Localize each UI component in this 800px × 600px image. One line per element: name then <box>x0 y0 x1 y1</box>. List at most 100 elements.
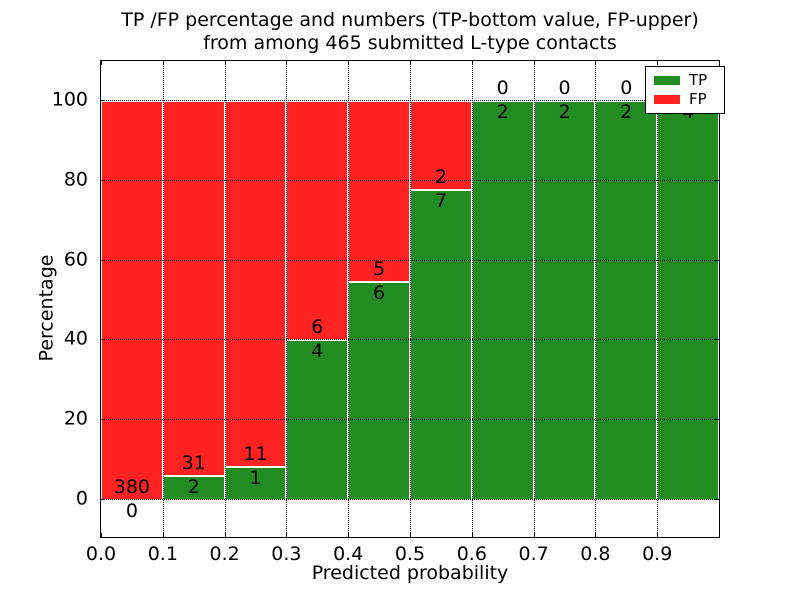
x-tick-mark <box>410 61 411 65</box>
fp-count-label: 31 <box>181 451 206 474</box>
y-tick-label: 60 <box>63 248 88 271</box>
vertical-gridline <box>410 61 411 537</box>
chart-title-line2: from among 465 submitted L-type contacts <box>203 32 617 54</box>
vertical-gridline <box>471 61 473 537</box>
x-tick-label: 0.5 <box>394 543 426 565</box>
tp-count-label: 2 <box>187 475 200 498</box>
tp-count-label: 1 <box>249 466 262 489</box>
fp-swatch-icon <box>654 95 680 104</box>
horizontal-gridline <box>101 499 719 500</box>
x-tick-label: 0.7 <box>518 543 549 565</box>
x-tick-label: 0.0 <box>85 543 117 565</box>
legend-item-tp: TP <box>654 73 716 88</box>
x-tick-mark <box>101 533 102 537</box>
x-tick-mark <box>533 533 535 537</box>
x-tick-label: 0.8 <box>580 543 611 565</box>
x-tick-label: 0.9 <box>642 543 673 565</box>
y-tick-mark <box>101 339 105 341</box>
horizontal-gridline <box>101 259 719 261</box>
x-tick-mark <box>101 61 102 65</box>
x-tick-mark <box>533 61 535 65</box>
tp-bar-segment <box>595 100 658 499</box>
vertical-gridline <box>595 61 597 537</box>
x-tick-mark <box>286 533 288 537</box>
x-tick-mark <box>224 533 226 537</box>
tp-bar-segment <box>410 188 472 499</box>
y-tick-mark <box>101 179 105 181</box>
tp-swatch-icon <box>654 76 680 85</box>
y-tick-mark <box>101 100 105 101</box>
tp-count-label: 2 <box>558 101 571 123</box>
tp-count-label: 7 <box>434 189 447 212</box>
y-tick-mark <box>101 419 105 421</box>
chart-title-line1: TP /FP percentage and numbers (TP-bottom… <box>121 9 699 31</box>
x-tick-mark <box>162 61 164 65</box>
fp-count-label: 5 <box>373 258 386 281</box>
x-axis-label: Predicted probability <box>311 562 509 584</box>
fp-count-label: 0 <box>558 77 571 99</box>
x-tick-mark <box>471 533 473 537</box>
y-tick-mark <box>715 259 719 261</box>
tp-count-label: 2 <box>620 101 633 123</box>
x-tick-label: 0.4 <box>333 543 364 565</box>
y-tick-label: 20 <box>63 407 88 430</box>
vertical-gridline <box>348 61 350 537</box>
legend: TP FP <box>645 66 725 114</box>
y-tick-mark <box>715 339 719 341</box>
tp-bar-segment <box>162 474 225 499</box>
y-tick-mark <box>715 499 719 500</box>
vertical-gridline <box>657 61 659 537</box>
fp-bar-segment <box>162 100 225 475</box>
plot-area: 380031211164562702020204 <box>100 60 720 538</box>
fp-bar-segment <box>410 100 472 189</box>
fp-count-label: 0 <box>620 77 633 99</box>
x-tick-mark <box>657 533 659 537</box>
x-tick-mark <box>719 533 720 537</box>
y-tick-mark <box>101 499 105 500</box>
tp-bar-segment <box>657 100 719 499</box>
x-tick-mark <box>162 533 164 537</box>
legend-item-fp: FP <box>654 92 716 107</box>
chart-title: TP /FP percentage and numbers (TP-bottom… <box>100 9 720 55</box>
tp-count-label: 2 <box>496 101 509 123</box>
y-tick-mark <box>715 419 719 421</box>
x-tick-label: 0.2 <box>209 543 240 565</box>
y-tick-mark <box>101 259 105 261</box>
tp-bar-segment <box>533 100 596 499</box>
x-tick-mark <box>410 533 411 537</box>
x-tick-mark <box>348 61 350 65</box>
x-tick-label: 0.1 <box>147 543 178 565</box>
fp-bar-segment <box>101 100 163 499</box>
y-tick-label: 40 <box>63 327 88 350</box>
x-tick-mark <box>224 61 226 65</box>
legend-label-fp: FP <box>689 90 707 108</box>
y-tick-label: 80 <box>63 168 88 191</box>
tp-bar-segment <box>224 465 287 499</box>
x-tick-mark <box>286 61 288 65</box>
fp-bar-segment <box>286 100 349 340</box>
horizontal-gridline <box>101 419 719 421</box>
horizontal-gridline <box>101 339 719 341</box>
vertical-gridline <box>286 61 288 537</box>
fp-count-label: 0 <box>496 77 509 99</box>
fp-count-label: 2 <box>434 165 447 188</box>
fp-bar-segment <box>348 100 410 282</box>
horizontal-gridline <box>101 179 719 181</box>
x-tick-label: 0.3 <box>271 543 302 565</box>
y-tick-mark <box>715 179 719 181</box>
tp-bar-segment <box>471 100 534 499</box>
vertical-gridline <box>162 61 164 537</box>
x-tick-label: 0.6 <box>456 543 487 565</box>
y-tick-label: 100 <box>51 88 88 111</box>
fp-bar-segment <box>224 100 287 466</box>
tp-count-label: 0 <box>125 500 138 522</box>
x-tick-mark <box>595 533 597 537</box>
vertical-gridline <box>224 61 226 537</box>
fp-count-label: 6 <box>311 316 324 339</box>
legend-label-tp: TP <box>689 71 708 89</box>
x-tick-mark <box>595 61 597 65</box>
horizontal-gridline <box>101 100 719 101</box>
tp-bar-segment <box>348 281 410 499</box>
x-tick-mark <box>348 533 350 537</box>
